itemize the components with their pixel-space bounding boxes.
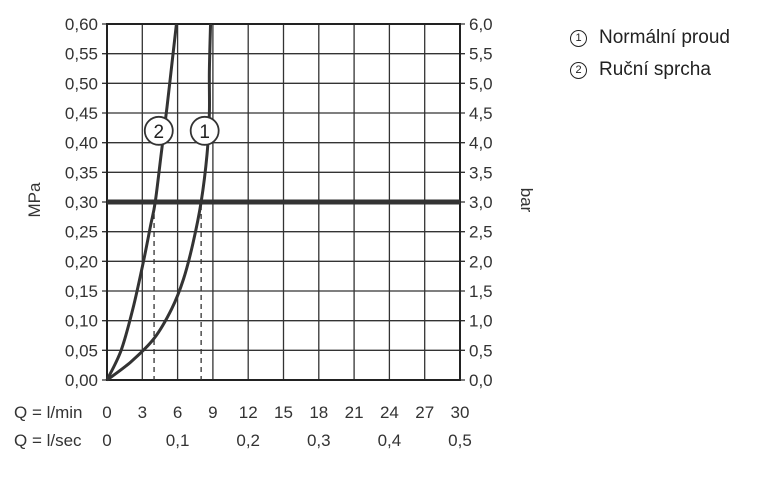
x-tick-label: 18 <box>309 403 328 422</box>
series-1-curve <box>106 23 213 382</box>
y-right-tick-label: 4,0 <box>469 134 493 153</box>
y-left-tick-label: 0,55 <box>65 45 98 64</box>
y-right-tick-label: 2,0 <box>469 252 493 271</box>
y-right-tick-label: 3,0 <box>469 193 493 212</box>
y-axis-left-label: MPa <box>25 182 44 218</box>
y-left-tick-label: 0,45 <box>65 104 98 123</box>
y-left-tick-label: 0,50 <box>65 74 98 93</box>
x-tick-label: 24 <box>380 403 399 422</box>
x-secondary-tick-label: 0 <box>102 431 111 450</box>
y-right-tick-label: 6,0 <box>469 15 493 34</box>
y-left-tick-label: 0,20 <box>65 252 98 271</box>
legend-label: Normální proud <box>599 27 730 48</box>
y-left-tick-label: 0,60 <box>65 15 98 34</box>
legend-number-badge: 1 <box>570 29 587 47</box>
legend-item-normal-flow: 1 Normální proud <box>570 22 730 54</box>
x-tick-label: 9 <box>208 403 217 422</box>
series-markers: 12 <box>143 115 220 146</box>
y-left-tick-label: 0,25 <box>65 223 98 242</box>
y-right-tick-label: 5,5 <box>469 45 493 64</box>
legend-item-hand-shower: 2 Ruční sprcha <box>570 54 730 86</box>
x-secondary-tick-label: 0,1 <box>166 431 190 450</box>
x-tick-label: 12 <box>239 403 258 422</box>
x-tick-label: 6 <box>173 403 182 422</box>
series-1-marker-label: 1 <box>199 122 210 143</box>
y-axis-right-label: bar <box>517 188 536 213</box>
x-tick-label: 15 <box>274 403 293 422</box>
y-right-tick-label: 3,5 <box>469 163 493 182</box>
series-2-marker-circle <box>143 115 174 146</box>
x-secondary-tick-label: 0,2 <box>236 431 260 450</box>
y-left-tick-label: 0,30 <box>65 193 98 212</box>
legend-number-badge: 2 <box>570 61 587 79</box>
x-secondary-tick-label: 0,4 <box>378 431 402 450</box>
y-right-tick-label: 4,5 <box>469 104 493 123</box>
y-left-tick-label: 0,35 <box>65 163 98 182</box>
x-tick-label: 3 <box>138 403 147 422</box>
legend: 1 Normální proud 2 Ruční sprcha <box>570 22 730 86</box>
y-right-tick-label: 1,5 <box>469 282 493 301</box>
drop-lines <box>153 205 202 380</box>
y-left-tick-label: 0,40 <box>65 134 98 153</box>
x-tick-label: 0 <box>102 403 111 422</box>
legend-label: Ruční sprcha <box>599 59 711 80</box>
y-left-tick-label: 0,00 <box>65 371 98 390</box>
x-tick-label: 30 <box>451 403 470 422</box>
x-secondary-tick-label: 0,3 <box>307 431 331 450</box>
series-2-marker-label: 2 <box>153 122 164 143</box>
y-right-tick-label: 0,5 <box>469 341 493 360</box>
tick-labels: 0 3 6 9 12 15 18 21 24 27 300 0,1 0,2 0,3 0,4 0,50,00 0,… <box>65 15 493 450</box>
x-tick-label: 27 <box>415 403 434 422</box>
x-axis-primary-label: Q = l/min <box>14 403 83 422</box>
series-2-curve <box>105 23 178 381</box>
y-right-tick-label: 1,0 <box>469 312 493 331</box>
series-curves <box>105 23 213 382</box>
y-left-tick-label: 0,10 <box>65 312 98 331</box>
x-tick-label: 21 <box>345 403 364 422</box>
y-right-tick-label: 5,0 <box>469 74 493 93</box>
x-secondary-tick-label: 0,5 <box>448 431 472 450</box>
y-left-tick-label: 0,15 <box>65 282 98 301</box>
y-right-tick-label: 2,5 <box>469 223 493 242</box>
y-right-tick-label: 0,0 <box>469 371 493 390</box>
series-1-marker-circle <box>189 115 220 146</box>
y-left-tick-label: 0,05 <box>65 341 98 360</box>
x-axis-secondary-label: Q = l/sec <box>14 431 82 450</box>
